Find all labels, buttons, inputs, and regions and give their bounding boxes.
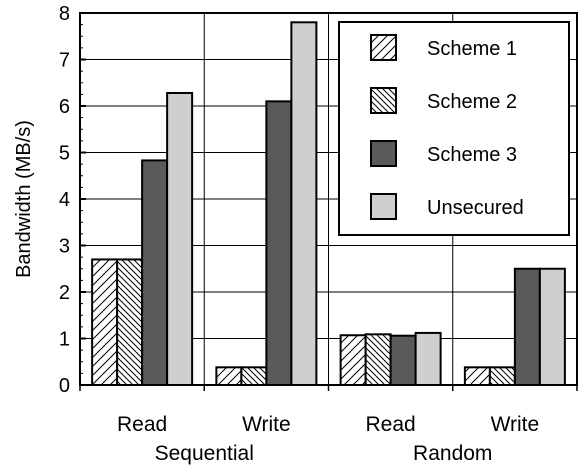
bar-scheme-1	[215, 366, 243, 386]
legend-swatch	[370, 34, 397, 61]
legend-swatch	[370, 87, 397, 114]
x-category-label: Read	[366, 413, 416, 436]
x-axis-categories: Read Write Read Write	[117, 413, 539, 436]
bar-scheme-3	[513, 267, 541, 386]
y-tick-label: 6	[59, 96, 70, 118]
x-category-label: Write	[242, 413, 291, 436]
bar-unsecured	[414, 331, 442, 387]
legend: Scheme 1 Scheme 2 Scheme 3 Unsecured	[338, 21, 570, 236]
y-axis-label: Bandwidth (MB/s)	[13, 120, 35, 278]
bar-scheme-1	[91, 258, 119, 387]
y-tick-label: 3	[59, 236, 70, 258]
bar-unsecured	[290, 21, 318, 387]
y-tick-label: 5	[59, 143, 70, 165]
y-tick-label: 0	[59, 375, 70, 397]
bar-scheme-2	[116, 258, 144, 387]
x-axis-groups: Sequential Random	[155, 442, 493, 465]
x-category-label: Write	[491, 413, 540, 436]
legend-label: Scheme 2	[427, 91, 517, 113]
bar-unsecured	[538, 267, 566, 386]
y-axis-ticks: 0 1 2 3 4 5 6 7 8	[59, 3, 578, 397]
bar-scheme-3	[389, 334, 417, 386]
y-tick-label: 2	[59, 282, 70, 304]
legend-label: Scheme 3	[427, 144, 517, 166]
y-tick-label: 8	[59, 3, 70, 25]
y-tick-label: 1	[59, 329, 70, 351]
bar-unsecured	[166, 91, 194, 386]
legend-label: Scheme 1	[427, 38, 517, 60]
legend-swatch	[370, 193, 397, 220]
x-group-label: Sequential	[155, 442, 254, 465]
bar-scheme-3	[141, 159, 169, 386]
bar-scheme-2	[240, 366, 268, 386]
y-tick-label: 7	[59, 50, 70, 72]
x-category-label: Read	[117, 413, 167, 436]
y-tick-label: 4	[59, 189, 70, 211]
legend-swatch	[370, 140, 397, 167]
bar-scheme-1	[463, 366, 491, 386]
bar-scheme-2	[364, 333, 392, 387]
x-group-label: Random	[413, 442, 492, 465]
bar-scheme-2	[488, 366, 516, 386]
legend-label: Unsecured	[427, 197, 524, 219]
bar-scheme-3	[265, 100, 293, 386]
bar-scheme-1	[339, 334, 367, 386]
